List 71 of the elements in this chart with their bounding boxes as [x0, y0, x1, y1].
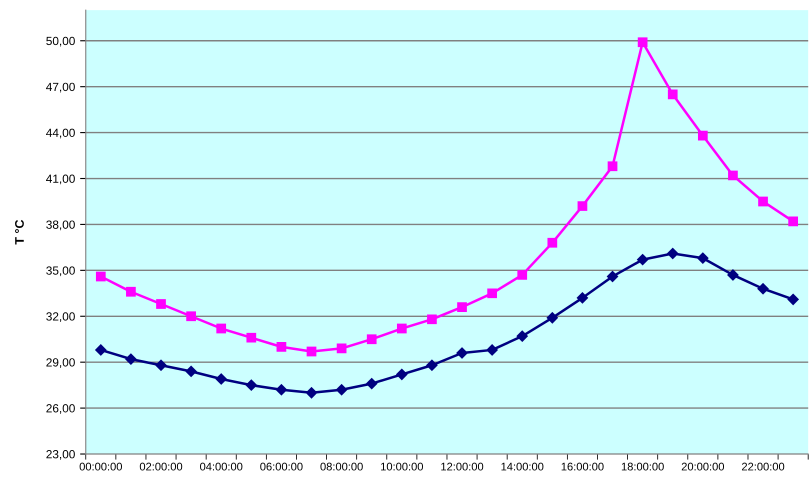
- point: [757, 283, 769, 294]
- x-tick-label: 12:00:00: [441, 462, 484, 471]
- point: [788, 216, 798, 226]
- point: [426, 360, 438, 371]
- point: [758, 196, 768, 206]
- y-tick-label: 26,00: [46, 404, 75, 414]
- point: [96, 272, 106, 282]
- point: [728, 170, 738, 180]
- point: [306, 346, 316, 356]
- point: [727, 269, 739, 281]
- point: [547, 238, 558, 248]
- point: [186, 366, 197, 377]
- x-tick-label: 10:00:00: [381, 462, 424, 471]
- point: [95, 344, 106, 356]
- point: [155, 360, 167, 371]
- point: [457, 302, 467, 312]
- point: [517, 270, 528, 280]
- point: [606, 270, 618, 282]
- point: [216, 324, 226, 334]
- point: [156, 299, 166, 309]
- point: [608, 161, 618, 172]
- y-tick-label: 32,00: [46, 312, 75, 322]
- point: [366, 378, 378, 390]
- x-tick-label: 20:00:00: [682, 462, 724, 471]
- point: [276, 342, 286, 352]
- point: [698, 130, 708, 141]
- x-tick-label: 06:00:00: [260, 462, 303, 471]
- point: [788, 294, 799, 306]
- point: [126, 286, 136, 297]
- point: [396, 368, 408, 380]
- y-tick-label: 35,00: [46, 266, 75, 276]
- point: [246, 380, 257, 391]
- x-tick-label: 22:00:00: [742, 462, 784, 471]
- x-tick-label: 00:00:00: [80, 462, 122, 471]
- x-tick-label: 02:00:00: [140, 462, 182, 471]
- y-tick-label: 44,00: [46, 128, 75, 138]
- point: [487, 288, 497, 298]
- point: [246, 332, 256, 343]
- point: [125, 354, 137, 365]
- point: [637, 254, 648, 266]
- point: [668, 89, 678, 100]
- point: [306, 387, 318, 398]
- point: [578, 201, 588, 211]
- y-axis-title: T °C: [15, 220, 24, 245]
- point: [697, 252, 708, 264]
- x-tick-label: 04:00:00: [200, 462, 242, 471]
- point: [667, 248, 678, 260]
- point: [427, 314, 437, 324]
- point: [486, 344, 498, 356]
- y-tick-label: 47,00: [46, 82, 75, 92]
- point: [546, 312, 558, 324]
- point: [366, 334, 377, 344]
- point: [576, 292, 588, 304]
- point: [336, 384, 348, 396]
- point: [456, 347, 468, 359]
- x-tick-label: 18:00:00: [622, 462, 664, 471]
- y-tick-label: 41,00: [46, 174, 75, 184]
- y-tick-label: 38,00: [46, 220, 75, 230]
- point: [638, 37, 648, 48]
- x-tick-label: 14:00:00: [501, 462, 544, 471]
- y-tick-label: 50,00: [46, 36, 75, 47]
- y-tick-label: 29,00: [46, 358, 75, 368]
- x-tick-label: 08:00:00: [320, 462, 363, 471]
- point: [186, 311, 196, 322]
- point: [336, 344, 346, 354]
- point: [516, 330, 528, 342]
- y-tick-label: 23,00: [46, 450, 75, 460]
- point: [396, 324, 407, 334]
- point: [216, 373, 227, 385]
- x-tick-label: 16:00:00: [562, 462, 604, 471]
- point: [276, 384, 288, 396]
